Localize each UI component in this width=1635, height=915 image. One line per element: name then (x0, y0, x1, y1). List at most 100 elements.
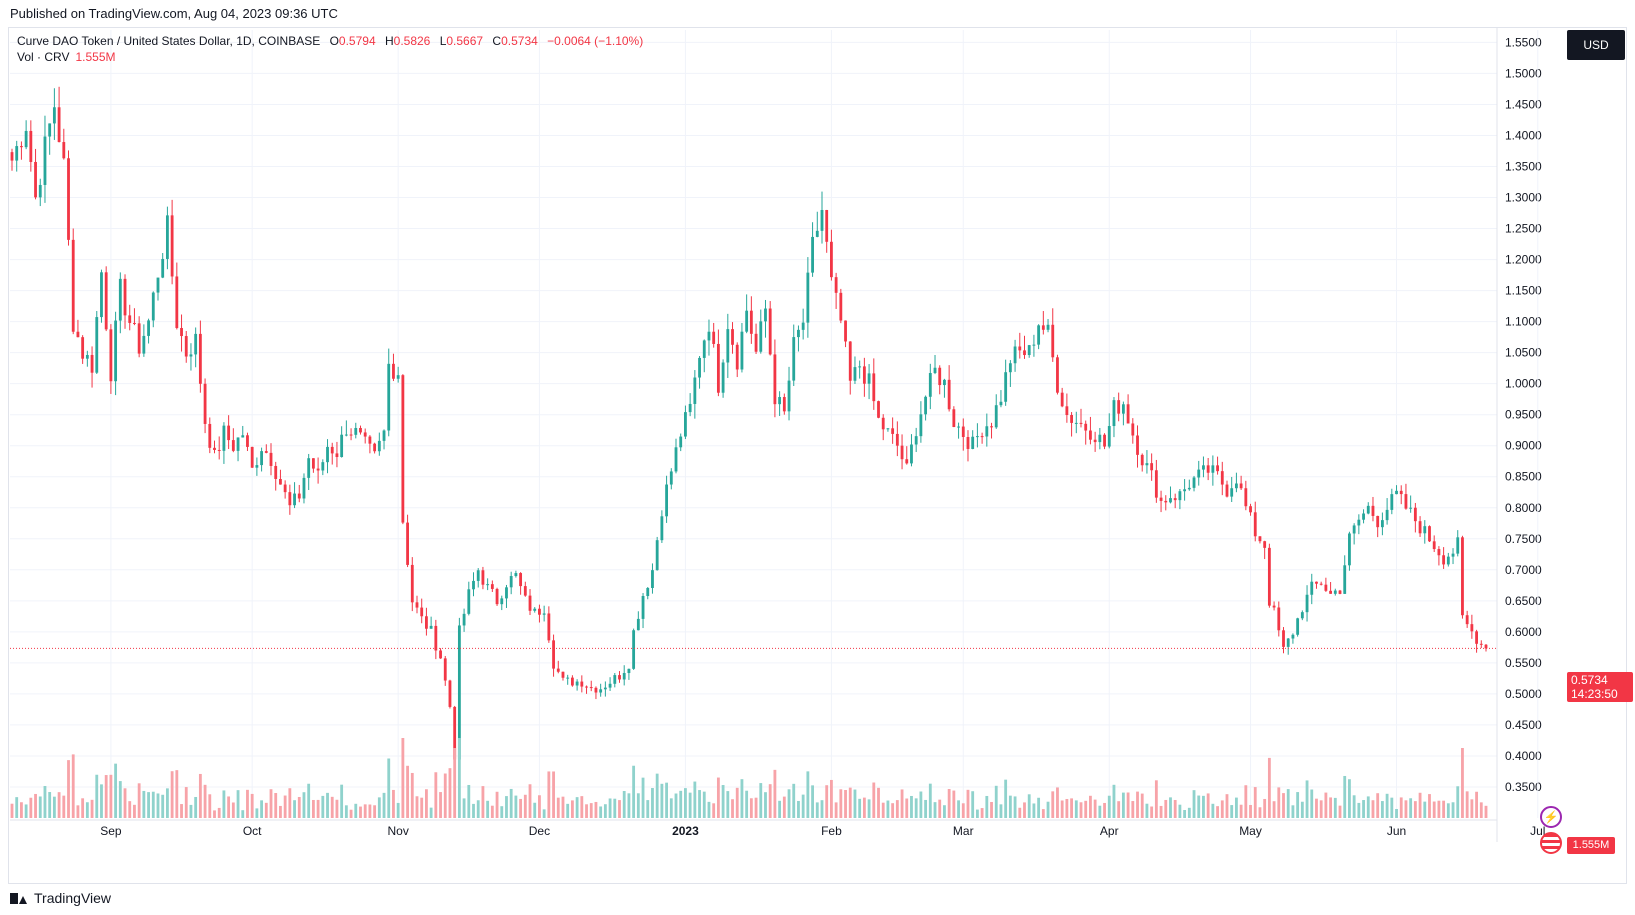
candle-body (15, 146, 19, 161)
volume-bar (1296, 792, 1300, 818)
candle-body (1277, 607, 1281, 631)
volume-bar (660, 783, 664, 818)
lightning-icon[interactable]: ⚡ (1540, 806, 1562, 828)
volume-bar (881, 802, 885, 818)
volume-bar (1074, 800, 1078, 818)
candle-body (1315, 581, 1318, 584)
candle-body (67, 158, 70, 240)
candle-body (872, 373, 876, 402)
volume-bar (349, 809, 353, 818)
candle-body (829, 241, 833, 278)
volume-bar (48, 792, 52, 818)
candle-body (43, 136, 47, 185)
volume-bar (646, 800, 650, 818)
candle-body (133, 322, 136, 324)
candle-body (48, 123, 52, 137)
currency-button[interactable]: USD (1567, 30, 1625, 60)
volume-bar (1230, 805, 1234, 818)
candle-body (85, 354, 89, 359)
us-flag-icon[interactable] (1540, 832, 1562, 854)
volume-bar (354, 803, 358, 818)
candle-body (712, 331, 716, 344)
candle-body (556, 668, 560, 672)
volume-bar (905, 798, 909, 818)
volume-bar (971, 791, 975, 818)
candle-body (943, 379, 946, 386)
footer-brand[interactable]: TradingView (10, 890, 111, 906)
volume-bar (1239, 804, 1243, 818)
candle-body (928, 373, 932, 397)
candle-body (1461, 537, 1464, 616)
volume-bar (1225, 794, 1229, 818)
volume-bar (815, 802, 819, 818)
candle-body (702, 340, 706, 358)
candle-body (561, 671, 565, 678)
volume-bar (198, 773, 202, 818)
volume-bar (688, 792, 692, 818)
candle-body (1484, 644, 1488, 649)
volume-bar (538, 795, 541, 818)
candle-body (57, 107, 61, 143)
candle-body (566, 677, 570, 679)
candle-body (839, 292, 843, 321)
volume-bar (1060, 800, 1064, 818)
symbol-title[interactable]: Curve DAO Token / United States Dollar, … (17, 34, 321, 48)
volume-bar (674, 793, 678, 818)
volume-bar (792, 783, 796, 818)
volume-bar (1018, 807, 1022, 818)
volume-bar (1371, 800, 1375, 818)
candle-body (274, 465, 278, 479)
candle-body (886, 428, 890, 430)
volume-bar (203, 784, 207, 818)
candle-body (1098, 434, 1102, 443)
volume-bar (85, 802, 89, 818)
candle-body (1343, 565, 1347, 594)
candle-body (1437, 549, 1441, 556)
candle-body (764, 308, 767, 322)
volume-bar (759, 783, 763, 818)
volume-bar (161, 794, 165, 818)
candle-body (1371, 505, 1375, 516)
candle-body (1023, 350, 1026, 356)
volume-bar (773, 769, 777, 818)
candle-body (1107, 426, 1111, 447)
volume-bar (1456, 786, 1460, 818)
volume-bar (636, 793, 640, 818)
candle-body (603, 687, 607, 690)
candle-body (387, 363, 391, 431)
volume-bar (420, 797, 424, 818)
volume-label[interactable]: Vol · CRV (17, 50, 70, 64)
volume-bar (1258, 807, 1262, 818)
candle-body (10, 152, 14, 161)
volume-bar (326, 792, 329, 818)
volume-bar (1423, 801, 1427, 818)
volume-bar (52, 796, 56, 818)
candle-body (264, 451, 268, 453)
volume-bar (1136, 791, 1139, 818)
volume-bar (952, 790, 956, 818)
volume-bar (1418, 792, 1422, 818)
volume-bar (76, 805, 80, 818)
y-tick-label: 1.1000 (1505, 315, 1542, 329)
volume-tag: 1.555M (1567, 837, 1615, 854)
volume-bar (519, 798, 523, 818)
y-tick-label: 0.8500 (1505, 470, 1542, 484)
candle-body (109, 329, 113, 382)
volume-bar (208, 794, 212, 818)
candle-body (966, 437, 970, 449)
volume-bar (589, 803, 593, 818)
y-tick-label: 1.2000 (1505, 253, 1542, 267)
candle-body (128, 315, 132, 323)
candle-body (844, 320, 847, 342)
volume-bar (1395, 808, 1398, 818)
candle-body (749, 310, 753, 334)
candle-body (194, 333, 198, 355)
volume-bar (67, 760, 70, 818)
candle-body (1409, 507, 1413, 509)
volume-bar (797, 800, 800, 818)
candle-body (1282, 630, 1285, 647)
volume-bar (721, 785, 725, 818)
volume-bar (523, 794, 527, 818)
volume-bar (368, 804, 372, 818)
